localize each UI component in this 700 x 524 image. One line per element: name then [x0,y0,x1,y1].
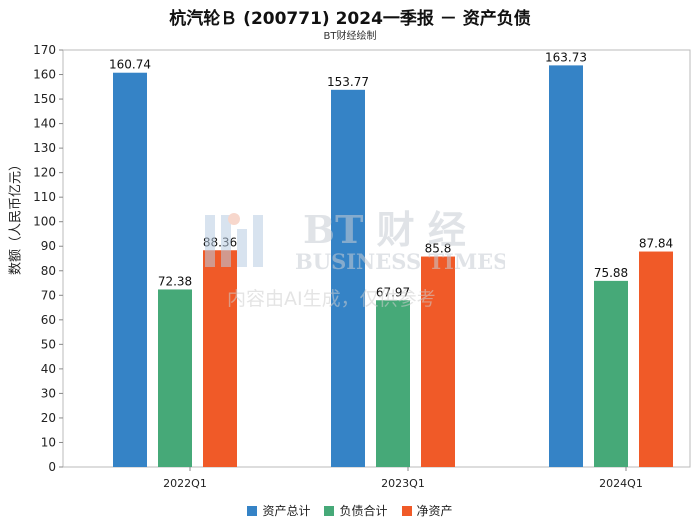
y-tick-label: 170 [33,43,56,57]
y-tick-label: 120 [33,166,56,180]
y-tick-label: 40 [41,362,56,376]
bar-3 [203,250,237,467]
y-tick-label: 0 [48,460,56,474]
y-tick-label: 70 [41,288,56,302]
y-tick-label: 20 [41,411,56,425]
data-label: 88.36 [203,235,237,249]
y-tick-label: 10 [41,435,56,449]
data-label: 67.97 [376,285,410,299]
bar-1 [113,72,147,467]
legend-swatch [401,505,412,516]
bar-2 [594,280,628,467]
legend-item-1: 资产总计 [247,502,310,519]
y-tick-label: 30 [41,386,56,400]
y-tick-label: 140 [33,117,56,131]
legend-swatch [324,505,335,516]
bar-3 [421,256,455,467]
chart-title: 杭汽轮Ｂ (200771) 2024一季报 － 资产负债 [169,9,531,29]
legend-label: 净资产 [416,504,453,518]
x-tick-label: 2022Q1 [163,477,207,490]
legend-label: 负债合计 [339,504,388,518]
x-tick-label: 2023Q1 [381,477,425,490]
chart-subtitle: BT财经绘制 [323,31,377,42]
legend-label: 资产总计 [262,504,311,518]
data-label: 87.84 [639,237,673,251]
data-label: 75.88 [594,266,628,280]
data-label: 72.38 [158,274,192,288]
y-tick-label: 110 [33,190,56,204]
bar-1 [331,89,365,468]
data-label: 153.77 [327,75,369,89]
y-tick-label: 100 [33,215,56,229]
bar-1 [549,65,583,467]
x-tick-label: 2024Q1 [599,477,643,490]
legend-item-2: 负债合计 [324,502,388,519]
data-label: 85.8 [425,242,452,256]
data-label: 160.74 [109,58,151,72]
y-tick-label: 60 [41,313,56,327]
y-tick-label: 50 [41,337,56,351]
bar-chart: 0 10 20 30 40 50 60 70 80 90 100 110 120 130 140 150 160… [33,43,691,490]
y-tick-label: 130 [33,141,56,155]
data-label: 163.73 [545,50,587,64]
legend-item-3: 净资产 [401,502,453,519]
bar-2 [376,300,410,467]
legend: 资产总计 负债合计 净资产 [0,502,700,519]
y-tick-label: 80 [41,264,56,278]
y-tick-label: 90 [41,239,56,253]
bar-2 [158,289,192,467]
bar-3 [639,251,673,467]
y-tick-label: 160 [33,68,56,82]
legend-swatch [247,505,258,516]
y-tick-label: 150 [33,92,56,106]
